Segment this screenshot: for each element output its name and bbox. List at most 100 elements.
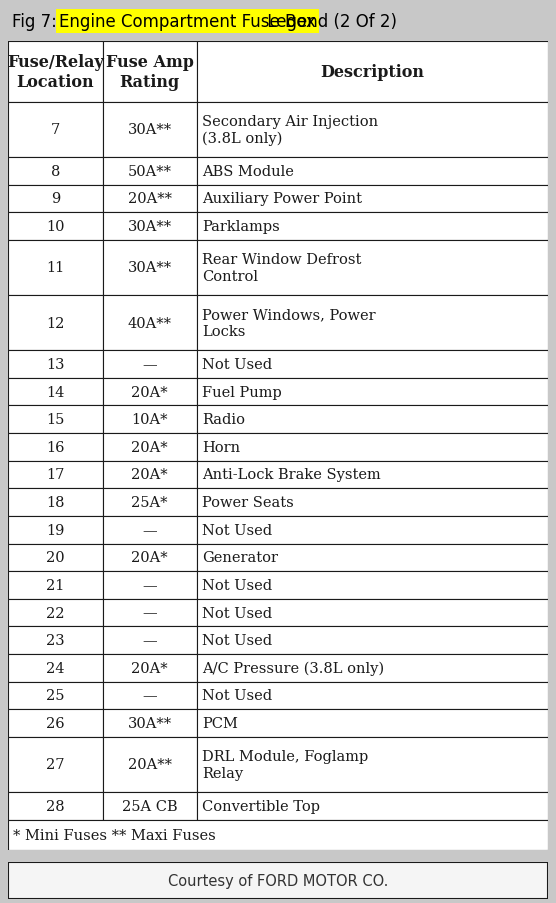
Bar (8, 378, 102, 406)
Bar (102, 489, 197, 517)
Text: Not Used: Not Used (202, 578, 272, 592)
Text: 19: 19 (46, 523, 64, 537)
Bar (197, 406, 548, 433)
Text: Generator: Generator (202, 551, 278, 564)
Bar (102, 544, 197, 572)
Bar (197, 42, 548, 103)
Bar (197, 489, 548, 517)
Text: 11: 11 (46, 261, 64, 275)
Text: 20A*: 20A* (131, 551, 168, 564)
Bar (102, 378, 197, 406)
Bar (102, 682, 197, 710)
Bar (197, 158, 548, 185)
Bar (102, 295, 197, 351)
Bar (197, 682, 548, 710)
Bar (102, 572, 197, 599)
Bar (197, 544, 548, 572)
Bar (102, 185, 197, 213)
Text: DRL Module, Foglamp
Relay: DRL Module, Foglamp Relay (202, 749, 368, 779)
Bar (8, 433, 102, 461)
Text: 24: 24 (46, 661, 64, 675)
Bar (8, 185, 102, 213)
Text: 17: 17 (46, 468, 64, 482)
Bar (8, 627, 102, 655)
Text: 30A**: 30A** (128, 261, 172, 275)
Bar (197, 599, 548, 627)
Text: 28: 28 (46, 799, 64, 813)
Bar (197, 572, 548, 599)
Text: 20A**: 20A** (128, 758, 172, 771)
Text: 20A*: 20A* (131, 468, 168, 482)
Text: 30A**: 30A** (128, 123, 172, 137)
Bar (102, 461, 197, 489)
Text: Convertible Top: Convertible Top (202, 799, 320, 813)
Text: Not Used: Not Used (202, 689, 272, 703)
Bar (102, 406, 197, 433)
Text: 21: 21 (46, 578, 64, 592)
Bar (8, 42, 102, 103)
Bar (197, 378, 548, 406)
Bar (8, 213, 102, 240)
Text: 27: 27 (46, 758, 64, 771)
Text: 40A**: 40A** (128, 316, 172, 330)
Bar (8, 737, 102, 792)
Text: 25: 25 (46, 689, 64, 703)
Text: Anti-Lock Brake System: Anti-Lock Brake System (202, 468, 381, 482)
Text: —: — (142, 689, 157, 703)
Bar (197, 433, 548, 461)
Text: 14: 14 (46, 386, 64, 399)
Bar (197, 627, 548, 655)
Bar (102, 655, 197, 682)
Text: —: — (142, 358, 157, 372)
Bar (102, 213, 197, 240)
Text: —: — (142, 634, 157, 647)
Text: Rear Window Defrost
Control: Rear Window Defrost Control (202, 253, 361, 284)
Bar (8, 295, 102, 351)
Bar (197, 351, 548, 378)
Text: 18: 18 (46, 496, 64, 509)
Text: Not Used: Not Used (202, 358, 272, 372)
Bar (8, 158, 102, 185)
Text: 20A**: 20A** (128, 192, 172, 206)
Text: 20A*: 20A* (131, 386, 168, 399)
Bar (102, 792, 197, 820)
Text: 16: 16 (46, 441, 64, 454)
Text: 30A**: 30A** (128, 716, 172, 731)
Bar (102, 351, 197, 378)
Bar (197, 792, 548, 820)
Text: Radio: Radio (202, 413, 245, 427)
Text: Legend (2 Of 2): Legend (2 Of 2) (262, 13, 397, 31)
Bar (102, 103, 197, 158)
Text: Secondary Air Injection
(3.8L only): Secondary Air Injection (3.8L only) (202, 115, 378, 145)
Bar (102, 433, 197, 461)
Text: Engine Compartment Fuse Box: Engine Compartment Fuse Box (59, 13, 316, 31)
Text: 25A CB: 25A CB (122, 799, 177, 813)
Bar (8, 710, 102, 737)
Bar (102, 599, 197, 627)
Text: 12: 12 (46, 316, 64, 330)
Bar (197, 655, 548, 682)
Text: Power Windows, Power
Locks: Power Windows, Power Locks (202, 308, 376, 339)
Text: Fig 7:: Fig 7: (12, 13, 62, 31)
Text: 7: 7 (51, 123, 60, 137)
Text: —: — (142, 578, 157, 592)
Text: 22: 22 (46, 606, 64, 619)
Text: 26: 26 (46, 716, 64, 731)
Text: A/C Pressure (3.8L only): A/C Pressure (3.8L only) (202, 661, 384, 675)
Text: PCM: PCM (202, 716, 238, 731)
Text: Horn: Horn (202, 441, 240, 454)
Text: 23: 23 (46, 634, 64, 647)
Text: Courtesy of FORD MOTOR CO.: Courtesy of FORD MOTOR CO. (168, 873, 388, 888)
Text: Fuel Pump: Fuel Pump (202, 386, 282, 399)
Text: 13: 13 (46, 358, 64, 372)
Bar (8, 489, 102, 517)
Text: Not Used: Not Used (202, 523, 272, 537)
Bar (8, 792, 102, 820)
Bar (102, 737, 197, 792)
Text: Not Used: Not Used (202, 606, 272, 619)
Text: Not Used: Not Used (202, 634, 272, 647)
Text: —: — (142, 523, 157, 537)
Bar (197, 710, 548, 737)
Bar (197, 103, 548, 158)
Bar (8, 572, 102, 599)
